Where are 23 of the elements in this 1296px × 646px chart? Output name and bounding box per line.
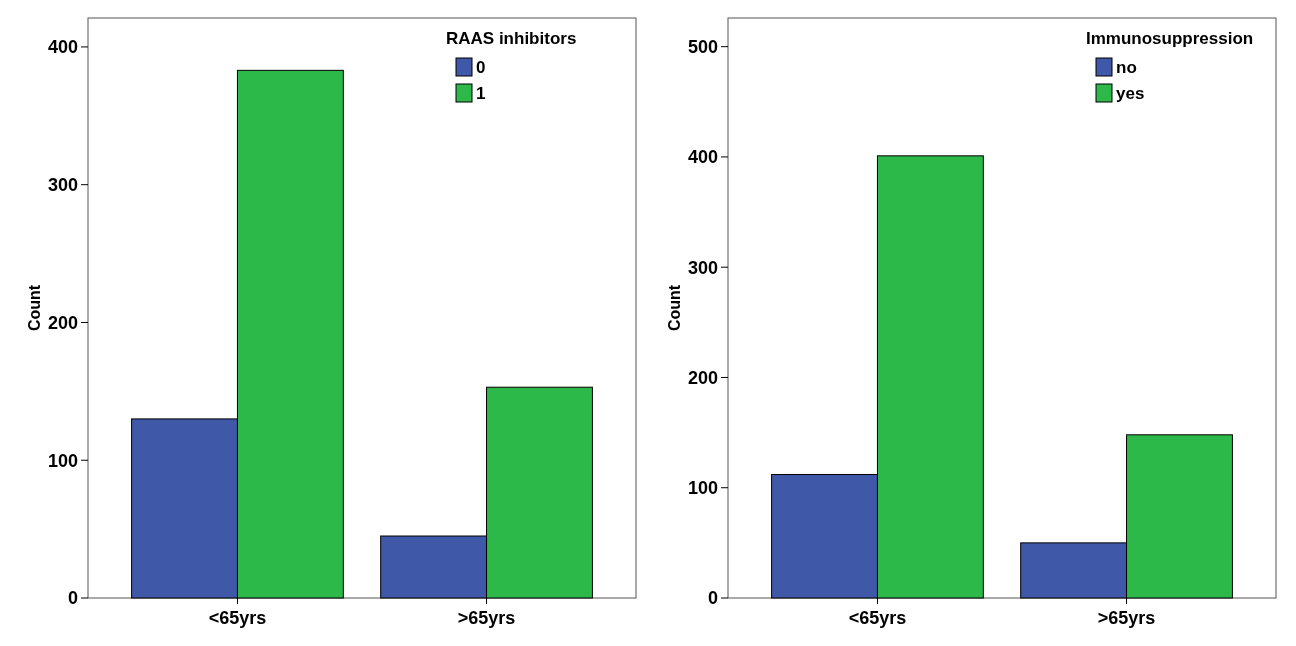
legend-label: 1 [476, 84, 486, 103]
x-tick-label: <65yrs [208, 608, 267, 628]
legend-title: RAAS inhibitors [446, 29, 577, 48]
legend-label: 0 [476, 58, 486, 77]
x-tick-label: >65yrs [457, 608, 516, 628]
y-tick-label: 200 [47, 312, 78, 333]
y-axis-title: Count [666, 284, 683, 332]
y-tick-label: 0 [707, 588, 718, 609]
legend-label: no [1116, 58, 1137, 77]
legend-title: Immunosuppression [1086, 29, 1254, 48]
y-tick-label: 0 [67, 588, 78, 609]
y-tick-label: 100 [47, 450, 78, 471]
x-tick-label: >65yrs [1097, 608, 1156, 628]
legend-label: yes [1116, 84, 1145, 103]
y-tick-label: 100 [687, 478, 718, 499]
x-tick-label: <65yrs [848, 608, 907, 628]
y-tick-label: 200 [687, 367, 718, 388]
y-tick-label: 300 [47, 175, 78, 195]
y-tick-label: 400 [687, 147, 718, 168]
y-axis-title: Count [26, 284, 43, 332]
y-tick-label: 400 [47, 37, 78, 58]
y-tick-label: 500 [687, 36, 718, 57]
y-tick-label: 300 [687, 257, 718, 278]
